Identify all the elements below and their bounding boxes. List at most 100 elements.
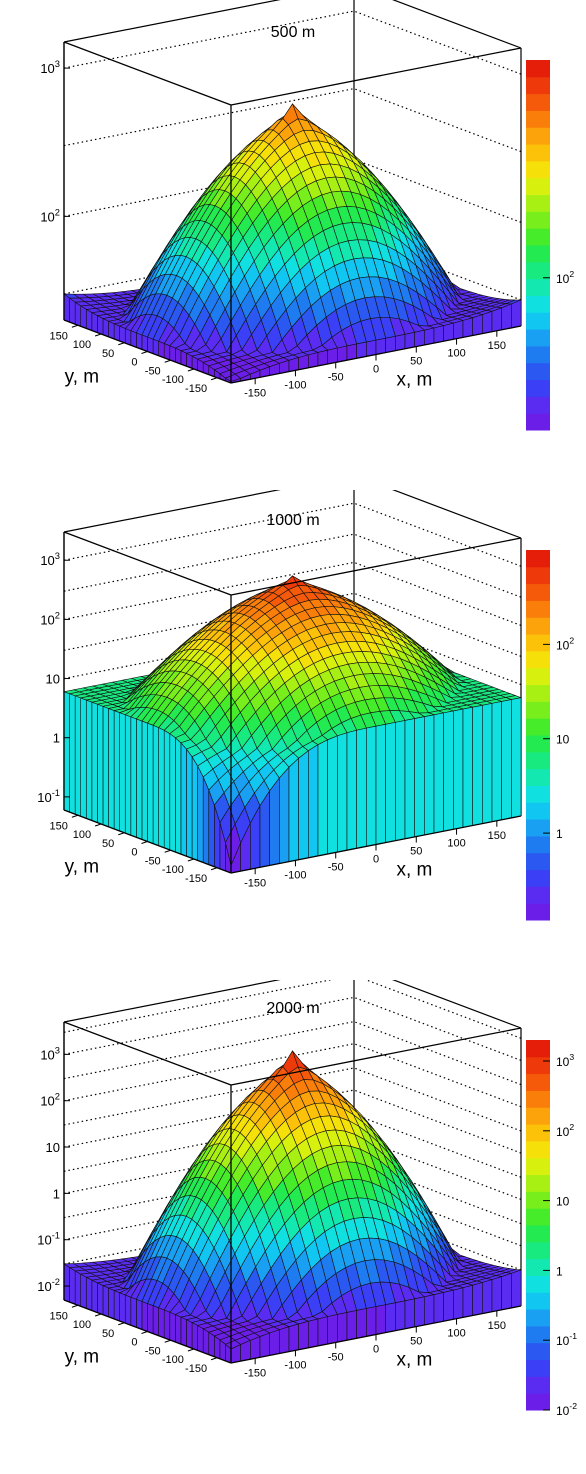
surface-mesh bbox=[63, 103, 522, 384]
colorbar-swatch bbox=[526, 177, 550, 196]
box-edge bbox=[63, 41, 232, 106]
chart-panel-1000m: 1000 m -150 -100 -50 0 50 100 150 x, m 150 100 50 0… bbox=[0, 490, 586, 980]
colorbar-swatch bbox=[526, 886, 550, 904]
colorbar-tick-label: 10 bbox=[556, 733, 570, 747]
box-edge bbox=[230, 1027, 522, 1086]
x-tick-label: 0 bbox=[373, 1344, 379, 1356]
surface-skirt bbox=[346, 1310, 357, 1341]
colorbar-swatch bbox=[526, 751, 550, 770]
surface-skirt bbox=[147, 1303, 154, 1335]
colorbar-tick-label: 102 bbox=[556, 1122, 574, 1139]
colorbar-swatch bbox=[526, 1376, 550, 1394]
x-tick-label: -50 bbox=[328, 1351, 344, 1363]
surface-skirt bbox=[337, 1312, 348, 1343]
surface-skirt bbox=[158, 1307, 165, 1339]
surface-skirt bbox=[97, 1282, 104, 1316]
surface-skirt bbox=[214, 1335, 221, 1360]
grid-line bbox=[63, 1135, 522, 1200]
y-tick bbox=[71, 1304, 79, 1308]
chart-title: 500 m bbox=[270, 24, 316, 41]
surface-skirt bbox=[124, 1294, 132, 1326]
surface-skirt bbox=[80, 305, 87, 329]
grid-line bbox=[63, 1206, 522, 1271]
surface-skirt bbox=[124, 714, 132, 836]
z-tick-label: 102 bbox=[40, 1092, 60, 1109]
x-tick-label: -150 bbox=[244, 1367, 266, 1379]
surface-skirt bbox=[433, 712, 444, 834]
surface-skirt bbox=[259, 1332, 270, 1358]
colorbar-swatch bbox=[526, 194, 550, 212]
surface-skirt bbox=[414, 329, 425, 348]
surface-skirt bbox=[317, 1316, 328, 1347]
colorbar-swatch bbox=[526, 1056, 550, 1075]
colorbar-swatch bbox=[526, 768, 550, 786]
colorbar-swatch bbox=[526, 1191, 550, 1209]
colorbar-swatch bbox=[526, 396, 550, 414]
x-tick-label: 150 bbox=[488, 830, 506, 842]
surface-skirt bbox=[269, 777, 280, 866]
x-tick-label: 150 bbox=[488, 340, 506, 352]
box-edge bbox=[63, 980, 281, 1023]
colorbar-swatch bbox=[526, 1393, 550, 1411]
z-tick-label: 102 bbox=[40, 610, 60, 627]
surface-skirt bbox=[69, 693, 76, 815]
y-tick-label: -50 bbox=[145, 855, 161, 867]
colorbar-swatch bbox=[526, 1208, 550, 1226]
colorbar-tick-label: 10 bbox=[556, 1195, 570, 1209]
y-tick bbox=[210, 1357, 218, 1361]
surface-skirt bbox=[385, 1302, 396, 1333]
surface-skirt bbox=[433, 1292, 444, 1324]
surface-skirt bbox=[404, 718, 415, 840]
colorbar-tick-label: 102 bbox=[556, 269, 574, 286]
colorbar-swatch bbox=[526, 76, 550, 95]
x-axis-label: x, m bbox=[397, 1350, 433, 1371]
colorbar-swatch bbox=[526, 667, 550, 686]
surface-skirt bbox=[501, 1272, 512, 1311]
grid-line bbox=[63, 1159, 522, 1225]
y-tick bbox=[164, 1339, 171, 1343]
surface-skirt bbox=[288, 1323, 299, 1352]
surface-skirt bbox=[152, 724, 159, 847]
grid-line bbox=[63, 592, 522, 657]
colorbar-swatch bbox=[526, 1107, 550, 1125]
colorbar: 1 10 102 bbox=[526, 550, 574, 921]
surface-skirt bbox=[404, 1298, 415, 1330]
surface-skirt bbox=[491, 1276, 502, 1313]
surface-skirt bbox=[375, 723, 386, 845]
y-tick bbox=[94, 333, 102, 337]
surface-skirt bbox=[317, 739, 328, 857]
surface-skirt bbox=[113, 323, 120, 342]
y-tick bbox=[210, 377, 218, 381]
y-tick-label: 150 bbox=[50, 820, 68, 832]
surface-skirt bbox=[482, 1279, 493, 1314]
y-tick bbox=[118, 832, 125, 836]
colorbar-swatch bbox=[526, 144, 550, 162]
colorbar-swatch bbox=[526, 1090, 550, 1108]
y-tick-label: -100 bbox=[162, 374, 184, 386]
surface-skirt bbox=[337, 732, 348, 853]
y-tick-label: 100 bbox=[73, 1319, 91, 1331]
surface-skirt bbox=[119, 1292, 126, 1324]
surface-skirt bbox=[443, 1289, 454, 1322]
surface-skirt bbox=[124, 328, 132, 346]
surface-skirt bbox=[395, 1300, 406, 1332]
y-tick-label: 100 bbox=[73, 339, 91, 351]
surface-skirt bbox=[152, 1305, 159, 1337]
surface-skirt bbox=[202, 776, 210, 866]
surface-skirt bbox=[472, 1282, 483, 1316]
z-tick-label: 10-1 bbox=[37, 1231, 60, 1248]
x-tick-label: -100 bbox=[284, 1359, 306, 1371]
grid-line bbox=[63, 1043, 522, 1108]
surface-skirt bbox=[491, 701, 502, 823]
surface-skirt bbox=[180, 1316, 187, 1347]
y-tick bbox=[187, 368, 195, 372]
surface-skirt bbox=[197, 1324, 204, 1353]
grid-line bbox=[63, 158, 522, 223]
surface-skirt bbox=[69, 1267, 76, 1305]
surface-skirt bbox=[462, 706, 473, 828]
y-tick-label: -100 bbox=[162, 864, 184, 876]
surface-skirt bbox=[108, 320, 115, 340]
surface-skirt bbox=[130, 330, 137, 348]
chart-panel-2000m: 2000 m -150 -100 -50 0 50 100 150 x, m 150 100 50 0… bbox=[0, 980, 586, 1470]
x-tick-label: -50 bbox=[328, 861, 344, 873]
